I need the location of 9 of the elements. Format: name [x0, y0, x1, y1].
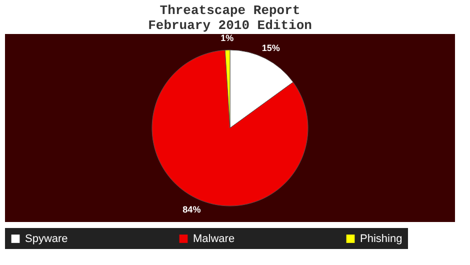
legend-label: Malware [193, 232, 235, 245]
legend-label: Spyware [25, 232, 68, 245]
legend-label: Phishing [360, 232, 402, 245]
text: Threatscape Report [160, 3, 300, 18]
pie-slice [152, 50, 308, 206]
data-label: 15% [262, 42, 280, 53]
data-label: 84% [182, 204, 201, 214]
text: February 2010 Edition [148, 18, 312, 33]
data-label: 1% [220, 33, 234, 44]
